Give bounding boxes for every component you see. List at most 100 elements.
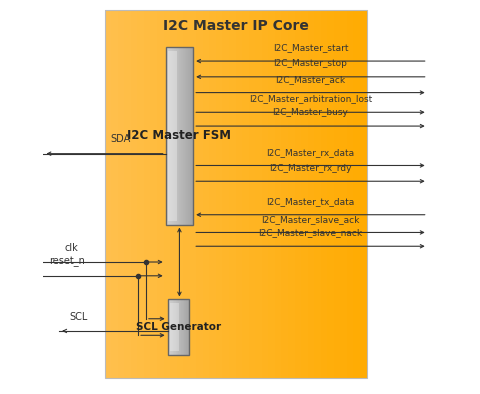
Bar	[111, 10, 118, 378]
Bar	[163, 10, 170, 378]
Bar	[173, 299, 175, 355]
Bar	[177, 299, 178, 355]
Bar	[184, 47, 185, 225]
Bar	[346, 10, 354, 378]
Bar	[182, 47, 183, 225]
Bar	[169, 303, 179, 351]
Bar	[167, 299, 189, 355]
Bar	[190, 47, 192, 225]
Bar	[183, 299, 185, 355]
Bar	[176, 47, 178, 225]
Bar	[165, 47, 167, 225]
Bar	[179, 299, 180, 355]
Text: SDA: SDA	[110, 134, 130, 144]
Bar	[144, 10, 151, 378]
Text: I2C_Master_rx_data: I2C_Master_rx_data	[266, 148, 354, 157]
Bar	[173, 47, 174, 225]
Bar	[248, 10, 255, 378]
Bar	[209, 10, 216, 378]
Bar	[188, 299, 190, 355]
Bar	[222, 10, 229, 378]
Bar	[131, 10, 138, 378]
Bar	[169, 299, 171, 355]
Bar	[180, 299, 182, 355]
Bar	[167, 47, 169, 225]
Bar	[235, 10, 242, 378]
Bar	[118, 10, 125, 378]
Bar	[137, 10, 144, 378]
Bar	[175, 299, 177, 355]
Bar	[172, 47, 173, 225]
Bar	[186, 299, 188, 355]
Bar	[196, 10, 203, 378]
Bar	[300, 10, 308, 378]
Bar	[165, 47, 193, 225]
Bar	[340, 10, 347, 378]
Bar	[174, 47, 175, 225]
Bar	[188, 299, 189, 355]
Bar	[188, 47, 190, 225]
Bar	[174, 47, 176, 225]
Bar	[191, 47, 192, 225]
Bar	[186, 47, 188, 225]
Bar	[170, 10, 177, 378]
Bar	[156, 10, 164, 378]
Bar	[124, 10, 132, 378]
Bar	[320, 10, 327, 378]
Text: I2C Master IP Core: I2C Master IP Core	[162, 19, 308, 33]
Bar	[192, 47, 193, 225]
Bar	[185, 47, 187, 225]
Bar	[170, 47, 171, 225]
Bar	[167, 299, 169, 355]
Text: clk: clk	[64, 243, 78, 253]
Text: I2C_Master_ack: I2C_Master_ack	[275, 75, 345, 84]
Bar	[203, 10, 210, 378]
Bar	[168, 299, 169, 355]
Bar	[182, 299, 184, 355]
Bar	[216, 10, 223, 378]
Bar	[326, 10, 334, 378]
Text: reset_n: reset_n	[49, 257, 85, 267]
Bar	[360, 10, 367, 378]
Bar	[170, 299, 172, 355]
Bar	[150, 10, 157, 378]
Bar	[181, 299, 183, 355]
Bar	[353, 10, 360, 378]
Bar	[174, 299, 175, 355]
Bar	[294, 10, 301, 378]
Bar	[185, 299, 186, 355]
Bar	[268, 10, 275, 378]
Bar	[281, 10, 288, 378]
Bar	[179, 47, 181, 225]
Text: I2C_Master_busy: I2C_Master_busy	[272, 108, 348, 117]
Bar	[189, 10, 197, 378]
Bar	[189, 47, 191, 225]
Bar	[261, 10, 268, 378]
Bar	[180, 47, 181, 225]
Text: I2C_Master_rx_rdy: I2C_Master_rx_rdy	[269, 164, 351, 173]
Bar	[169, 47, 171, 225]
Bar	[307, 10, 314, 378]
Bar	[184, 299, 185, 355]
Bar	[167, 51, 177, 221]
Bar	[185, 299, 187, 355]
Bar	[177, 47, 179, 225]
Bar	[274, 10, 282, 378]
Text: I2C_Master_start: I2C_Master_start	[272, 43, 348, 52]
Bar	[166, 47, 168, 225]
Bar	[175, 47, 177, 225]
Bar	[181, 47, 182, 225]
Bar	[171, 299, 172, 355]
Text: SCL Generator: SCL Generator	[136, 322, 220, 332]
Bar	[185, 47, 186, 225]
Bar	[171, 299, 173, 355]
Text: I2C_Master_tx_data: I2C_Master_tx_data	[266, 197, 354, 206]
Bar	[176, 10, 183, 378]
Bar	[174, 299, 176, 355]
Bar	[183, 10, 190, 378]
Bar	[180, 299, 181, 355]
Text: SCL: SCL	[70, 312, 88, 322]
Bar	[171, 47, 172, 225]
Bar	[333, 10, 340, 378]
Text: I2C_Master_slave_nack: I2C_Master_slave_nack	[258, 229, 362, 238]
